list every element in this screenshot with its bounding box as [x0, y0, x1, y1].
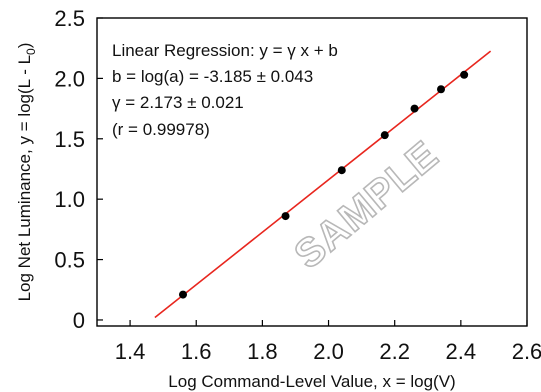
- y-tick-label: 1.5: [54, 127, 85, 152]
- data-points: [179, 70, 469, 299]
- annotation-line-2: b = log(a) = -3.185 ± 0.043: [112, 67, 313, 86]
- data-point: [410, 104, 419, 113]
- regression-annotation: Linear Regression: y = γ x + b b = log(a…: [112, 41, 338, 139]
- x-tick-label: 2.0: [313, 339, 344, 364]
- annotation-line-4: (r = 0.99978): [112, 120, 210, 139]
- annotation-line-1: Linear Regression: y = γ x + b: [112, 41, 338, 60]
- x-tick-label: 1.8: [247, 339, 278, 364]
- sample-watermark: SAMPLE: [286, 133, 447, 278]
- data-point: [460, 70, 469, 79]
- x-axis-ticks: 1.4 1.6 1.8 2.0 2.2 2.4 2.6: [115, 320, 541, 364]
- y-tick-label: 0: [73, 308, 85, 333]
- x-tick-label: 2.4: [446, 339, 477, 364]
- data-point: [380, 131, 389, 140]
- y-tick-label: 2.0: [54, 66, 85, 91]
- data-point: [179, 290, 187, 299]
- y-axis-ticks: 0 0.5 1.0 1.5 2.0 2.5: [54, 6, 103, 333]
- y-tick-label: 2.5: [54, 6, 85, 31]
- y-axis-label-subscript: 0: [24, 48, 38, 55]
- x-tick-label: 1.6: [181, 339, 212, 364]
- y-tick-label: 0.5: [54, 248, 85, 273]
- y-axis-label: Log Net Luminance, y = log(L - L0): [15, 43, 38, 302]
- x-tick-label: 2.2: [379, 339, 410, 364]
- data-point: [337, 166, 346, 175]
- plot-frame: [96, 17, 528, 327]
- x-tick-label: 2.6: [512, 339, 541, 364]
- data-point: [437, 85, 445, 94]
- y-tick-label: 1.0: [54, 187, 85, 212]
- annotation-line-3: γ = 2.173 ± 0.021: [112, 93, 244, 112]
- data-point: [281, 212, 290, 221]
- regression-fit-line: [154, 50, 492, 319]
- y-axis-label-end: ): [15, 43, 34, 49]
- y-axis-label-main: Log Net Luminance, y = log(L - L: [15, 55, 34, 301]
- x-tick-label: 1.4: [115, 339, 146, 364]
- x-axis-label: Log Command-Level Value, x = log(V): [168, 372, 455, 391]
